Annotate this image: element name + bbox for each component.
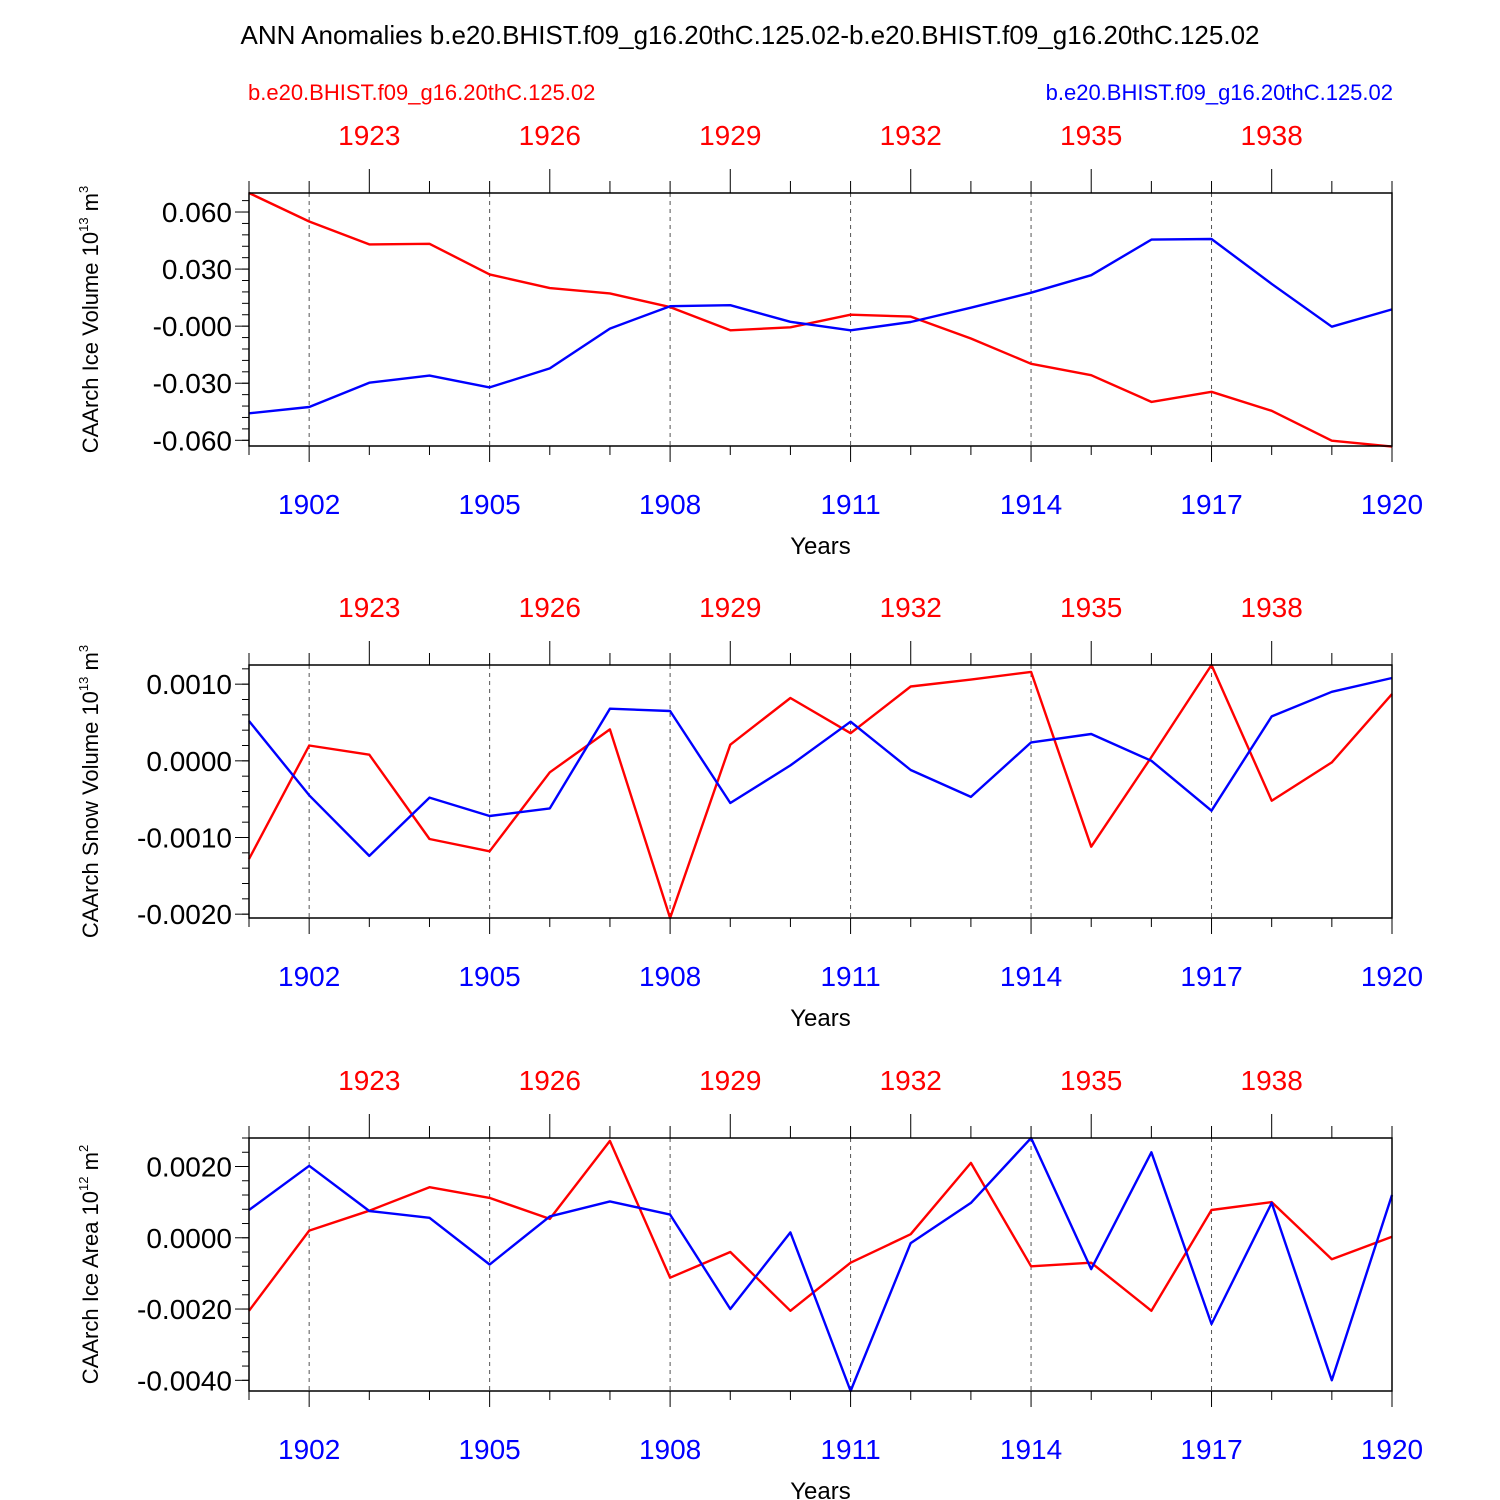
x-tick-label: 1905 <box>458 961 520 992</box>
x-tick-label: 1917 <box>1180 489 1242 520</box>
top-x-tick-label: 1926 <box>519 592 581 623</box>
y-tick-label: 0.0000 <box>146 1223 232 1254</box>
panels: 1902 1905 1908 1911 1914 1917 1920 1923 1926 1929… <box>76 120 1423 1500</box>
top-x-tick-label: 1935 <box>1060 120 1122 151</box>
top-x-tick-label: 1926 <box>519 120 581 151</box>
top-x-tick-label: 1929 <box>699 120 761 151</box>
top-x-tick-label: 1932 <box>880 120 942 151</box>
x-tick-label: 1914 <box>1000 489 1062 520</box>
x-tick-label: 1920 <box>1361 1434 1423 1465</box>
legend-blue-label: b.e20.BHIST.f09_g16.20thC.125.02 <box>1046 80 1393 105</box>
y-axis-label: CAArch Ice Volume 1013 m3 <box>76 186 103 454</box>
y-tick-label: 0.030 <box>162 254 232 285</box>
figure-title: ANN Anomalies b.e20.BHIST.f09_g16.20thC.… <box>240 20 1259 50</box>
plot-frame <box>248 192 1393 447</box>
top-x-tick-label: 1929 <box>699 592 761 623</box>
top-x-tick-label: 1935 <box>1060 592 1122 623</box>
x-tick-label: 1914 <box>1000 961 1062 992</box>
x-tick-label: 1920 <box>1361 961 1423 992</box>
top-x-tick-label: 1923 <box>338 592 400 623</box>
top-x-tick-label: 1932 <box>880 1065 942 1096</box>
top-x-tick-label: 1938 <box>1241 592 1303 623</box>
y-tick-label: -0.0020 <box>137 899 232 930</box>
top-x-tick-label: 1923 <box>338 1065 400 1096</box>
top-x-tick-label: 1938 <box>1241 120 1303 151</box>
series-line-blue <box>248 676 1393 858</box>
legend-red-label: b.e20.BHIST.f09_g16.20thC.125.02 <box>248 80 595 105</box>
panel-3: 1902 1905 1908 1911 1914 1917 1920 1923 1926 1929… <box>76 1065 1423 1500</box>
y-axis-label: CAArch Snow Volume 1013 m3 <box>76 645 103 938</box>
x-tick-label: 1905 <box>458 489 520 520</box>
x-tick-label: 1902 <box>278 961 340 992</box>
series-line-blue <box>248 1136 1394 1393</box>
top-x-tick-label: 1929 <box>699 1065 761 1096</box>
series-line-red <box>247 663 1393 920</box>
x-axis-label: Years <box>790 1478 851 1500</box>
x-tick-label: 1917 <box>1180 1434 1242 1465</box>
series-line-blue <box>248 237 1393 415</box>
x-tick-label: 1920 <box>1361 489 1423 520</box>
x-tick-label: 1902 <box>278 489 340 520</box>
x-tick-label: 1902 <box>278 1434 340 1465</box>
x-axis-label: Years <box>790 1005 851 1032</box>
y-tick-label: -0.030 <box>153 368 232 399</box>
x-tick-label: 1908 <box>639 489 701 520</box>
series-line-red <box>248 191 1393 448</box>
panel-2: 1902 1905 1908 1911 1914 1917 1920 1923 1926 1929… <box>76 592 1423 1032</box>
x-tick-label: 1917 <box>1180 961 1242 992</box>
y-axis-label: CAArch Ice Area 1012 m2 <box>76 1145 103 1384</box>
x-tick-label: 1914 <box>1000 1434 1062 1465</box>
y-tick-label: -0.0010 <box>137 823 232 854</box>
panel-1: 1902 1905 1908 1911 1914 1917 1920 1923 1926 1929… <box>76 120 1423 560</box>
x-tick-label: 1911 <box>820 961 880 992</box>
top-x-tick-label: 1926 <box>519 1065 581 1096</box>
x-tick-label: 1905 <box>458 1434 520 1465</box>
y-tick-label: 0.0000 <box>146 746 232 777</box>
x-axis-label: Years <box>790 533 851 560</box>
y-tick-label: -0.0040 <box>137 1365 232 1396</box>
y-tick-label: -0.060 <box>153 425 232 456</box>
y-tick-label: -0.0020 <box>137 1294 232 1325</box>
plot-frame <box>248 664 1393 919</box>
x-tick-label: 1911 <box>820 1434 880 1465</box>
top-x-tick-label: 1932 <box>880 592 942 623</box>
plot-frame <box>248 1137 1393 1392</box>
series-line-red <box>248 1139 1393 1313</box>
y-tick-label: 0.060 <box>162 197 232 228</box>
top-x-tick-label: 1938 <box>1241 1065 1303 1096</box>
y-tick-label: -0.000 <box>153 311 232 342</box>
y-tick-label: 0.0020 <box>146 1152 232 1183</box>
top-x-tick-label: 1935 <box>1060 1065 1122 1096</box>
top-x-tick-label: 1923 <box>338 120 400 151</box>
x-tick-label: 1911 <box>820 489 880 520</box>
x-tick-label: 1908 <box>639 1434 701 1465</box>
x-tick-label: 1908 <box>639 961 701 992</box>
y-tick-label: 0.0010 <box>146 669 232 700</box>
